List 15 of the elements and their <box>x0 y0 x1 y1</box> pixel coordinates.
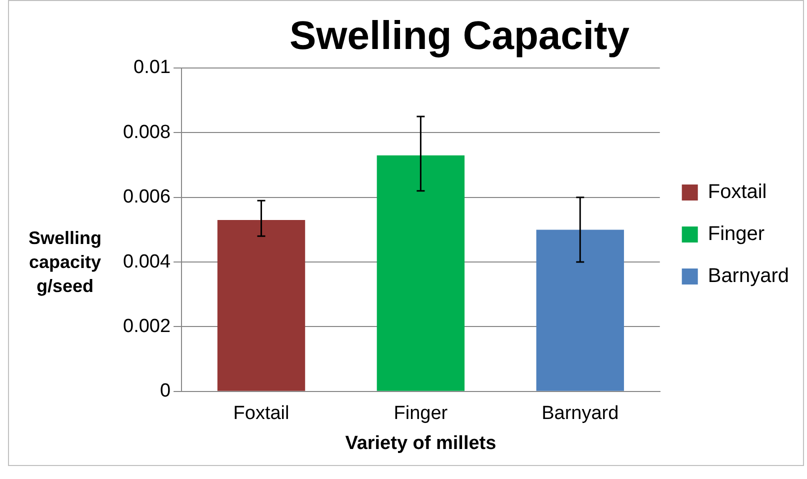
y-tick-label: 0.004 <box>123 251 171 272</box>
legend-label: Foxtail <box>708 181 767 204</box>
y-tick-label: 0.01 <box>134 57 171 78</box>
chart-title: Swelling Capacity <box>289 14 630 58</box>
legend-label: Finger <box>708 223 765 246</box>
y-tick-label: 0.008 <box>123 122 171 143</box>
x-tick-label: Barnyard <box>542 403 619 424</box>
y-tick-label: 0 <box>160 380 171 402</box>
x-tick-label: Finger <box>394 403 448 424</box>
y-tick-label: 0.002 <box>123 316 171 337</box>
x-axis-title: Variety of millets <box>345 432 496 454</box>
legend-label: Barnyard <box>708 265 790 288</box>
y-axis-title: Swelling capacity g/seed <box>27 227 102 298</box>
y-tick-label: 0.006 <box>123 186 171 208</box>
x-tick-label: Foxtail <box>233 403 290 424</box>
